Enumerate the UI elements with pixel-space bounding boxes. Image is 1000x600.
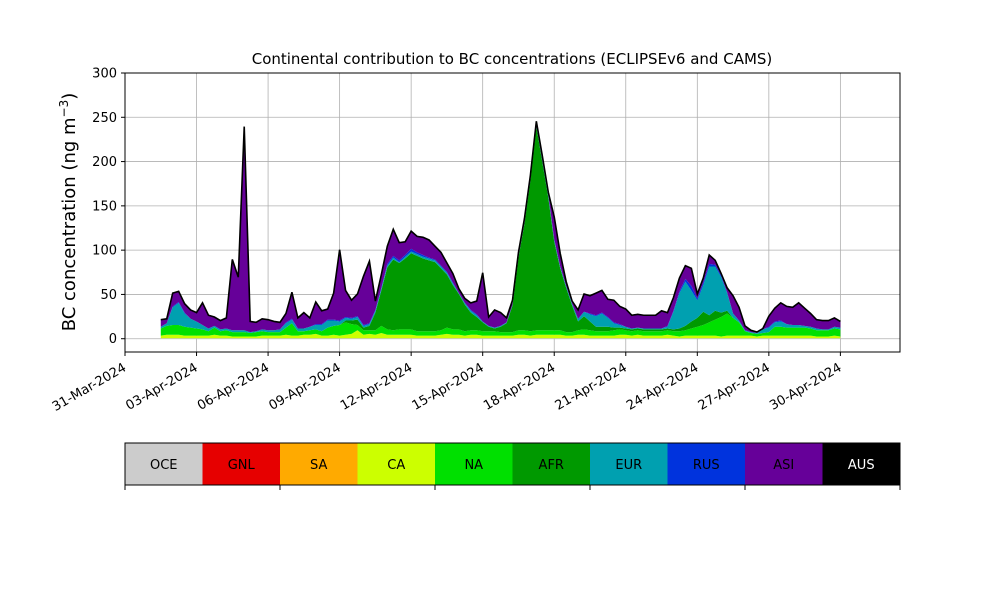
area-series-afr xyxy=(160,126,841,334)
area-series-ca xyxy=(160,330,841,339)
chart-title: Continental contribution to BC concentra… xyxy=(252,50,773,68)
colorbar-frame xyxy=(124,442,901,486)
x-tick-label: 09-Apr-2024 xyxy=(266,360,343,413)
colorbar-swatch-rus xyxy=(667,443,745,485)
y-tick-label: 50 xyxy=(100,288,117,303)
colorbar-label-ca: CA xyxy=(387,458,405,473)
x-tick-label: 30-Apr-2024 xyxy=(767,360,844,413)
area-series-rus xyxy=(160,125,841,333)
y-axis-label-exponent: −3 xyxy=(57,100,71,118)
area-series-eur xyxy=(160,125,841,334)
area-series-asi xyxy=(160,121,841,333)
colorbar-swatch-sa xyxy=(280,443,358,485)
x-tick-label: 31-Mar-2024 xyxy=(50,360,129,414)
colorbar-swatch-ca xyxy=(357,443,435,485)
colorbar-label-aus: AUS xyxy=(848,458,875,473)
x-tick-label: 15-Apr-2024 xyxy=(410,360,487,413)
x-tick-label: 21-Apr-2024 xyxy=(553,360,630,413)
colorbar-label-asi: ASI xyxy=(773,458,794,473)
stacked-areas xyxy=(160,121,841,339)
colorbar-label-oce: OCE xyxy=(150,458,178,473)
area-series-aus xyxy=(160,121,841,333)
colorbar-label-gnl: GNL xyxy=(228,458,256,473)
y-tick-label: 200 xyxy=(92,155,117,170)
x-tick-label: 06-Apr-2024 xyxy=(195,360,272,413)
x-tick-label: 18-Apr-2024 xyxy=(481,360,558,413)
x-tick-label: 27-Apr-2024 xyxy=(696,360,773,413)
y-tick-label: 0 xyxy=(109,332,117,347)
colorbar-swatch-oce xyxy=(125,443,203,485)
y-tick-label: 150 xyxy=(92,199,117,214)
x-tick-label: 24-Apr-2024 xyxy=(624,360,701,413)
y-axis-label-main: BC concentration (ng m xyxy=(59,117,80,331)
colorbar-swatch-gnl xyxy=(202,443,280,485)
colorbar-swatch-aus xyxy=(822,443,900,485)
total-outline xyxy=(160,121,841,333)
colorbar-label-rus: RUS xyxy=(693,458,720,473)
axes: 0 50 100 150 200 250 300 31-Mar-202403-Apr-2024… xyxy=(50,67,901,415)
plot-frame xyxy=(124,72,901,353)
colorbar-swatch-na xyxy=(435,443,513,485)
area-series-na xyxy=(160,313,841,337)
x-tick-label: 03-Apr-2024 xyxy=(123,360,200,413)
colorbar-label-na: NA xyxy=(464,458,483,473)
y-axis-label-close: ) xyxy=(59,93,80,100)
y-axis-label: BC concentration (ng m−3) xyxy=(57,93,80,332)
colorbar-swatch-afr xyxy=(512,443,590,485)
colorbar-label-afr: AFR xyxy=(539,458,564,473)
y-tick-label: 100 xyxy=(92,244,117,259)
y-tick-label: 250 xyxy=(92,111,117,126)
y-tick-label: 300 xyxy=(92,67,117,82)
colorbar-swatch-asi xyxy=(745,443,823,485)
colorbar-label-sa: SA xyxy=(310,458,327,473)
colorbar-swatch-eur xyxy=(590,443,668,485)
x-tick-label: 12-Apr-2024 xyxy=(338,360,415,413)
colorbar-legend: OCE GNL SA CA NA AFR EUR RUS ASI AUS xyxy=(124,442,901,490)
colorbar-label-eur: EUR xyxy=(615,458,642,473)
